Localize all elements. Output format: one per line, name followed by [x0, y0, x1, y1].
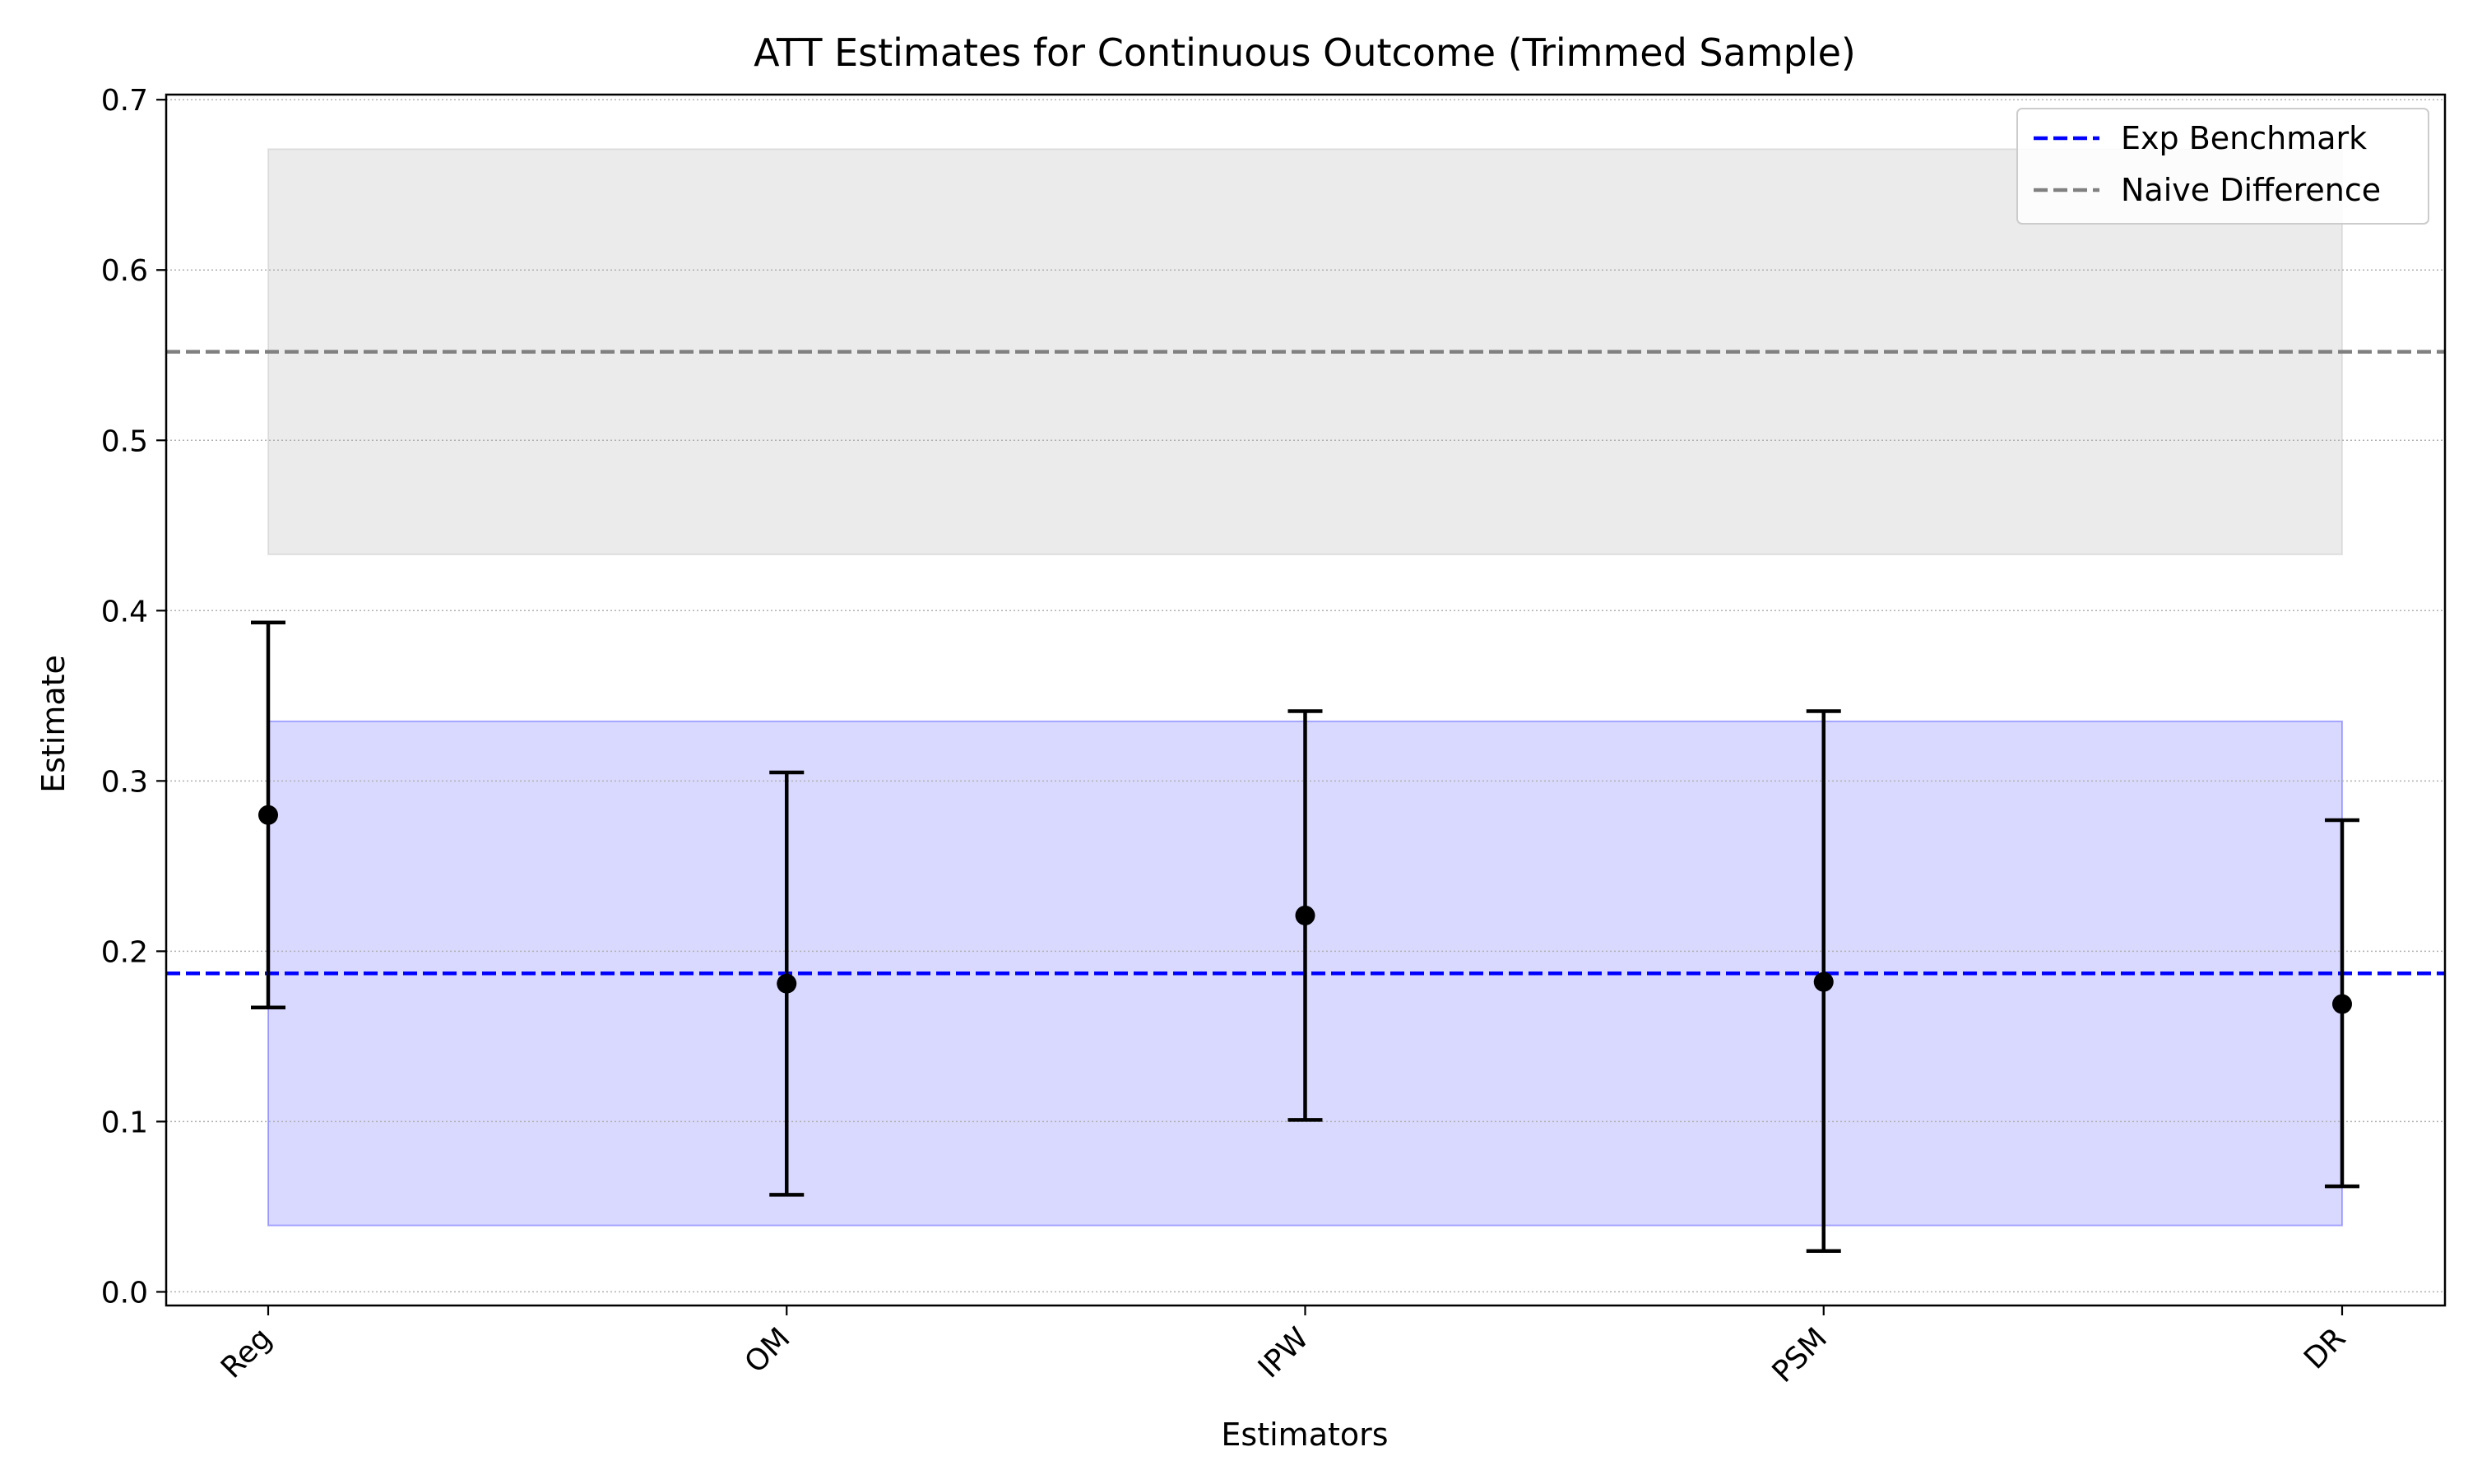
estimate-points	[258, 805, 2352, 1014]
y-tick-label: 0.6	[101, 254, 148, 288]
x-axis-label: Estimators	[1221, 1417, 1388, 1453]
legend-label: Naive Difference	[2121, 172, 2381, 208]
y-tick-label: 0.0	[101, 1276, 148, 1310]
y-tick-label: 0.2	[101, 935, 148, 969]
estimate-point	[258, 805, 278, 825]
legend: Exp Benchmark Naive Difference	[2016, 108, 2429, 225]
estimate-point	[1295, 905, 1315, 925]
y-axis-label: Estimate	[35, 655, 72, 793]
y-tick-label: 0.4	[101, 595, 148, 628]
y-tick-label: 0.7	[101, 84, 148, 118]
y-tick-label: 0.5	[101, 424, 148, 458]
estimate-point	[2332, 994, 2352, 1014]
estimate-point	[777, 973, 797, 994]
chart-title: ATT Estimates for Continuous Outcome (Tr…	[754, 30, 1856, 75]
estimate-point	[1813, 972, 1834, 992]
y-tick-label: 0.3	[101, 765, 148, 799]
y-tick-label: 0.1	[101, 1106, 148, 1139]
legend-label: Exp Benchmark	[2121, 120, 2367, 156]
y-axis-ticks: 0.0 0.1 0.2 0.3 0.4 0.5 0.6 0.7	[101, 84, 166, 1310]
legend-box	[2016, 108, 2429, 225]
